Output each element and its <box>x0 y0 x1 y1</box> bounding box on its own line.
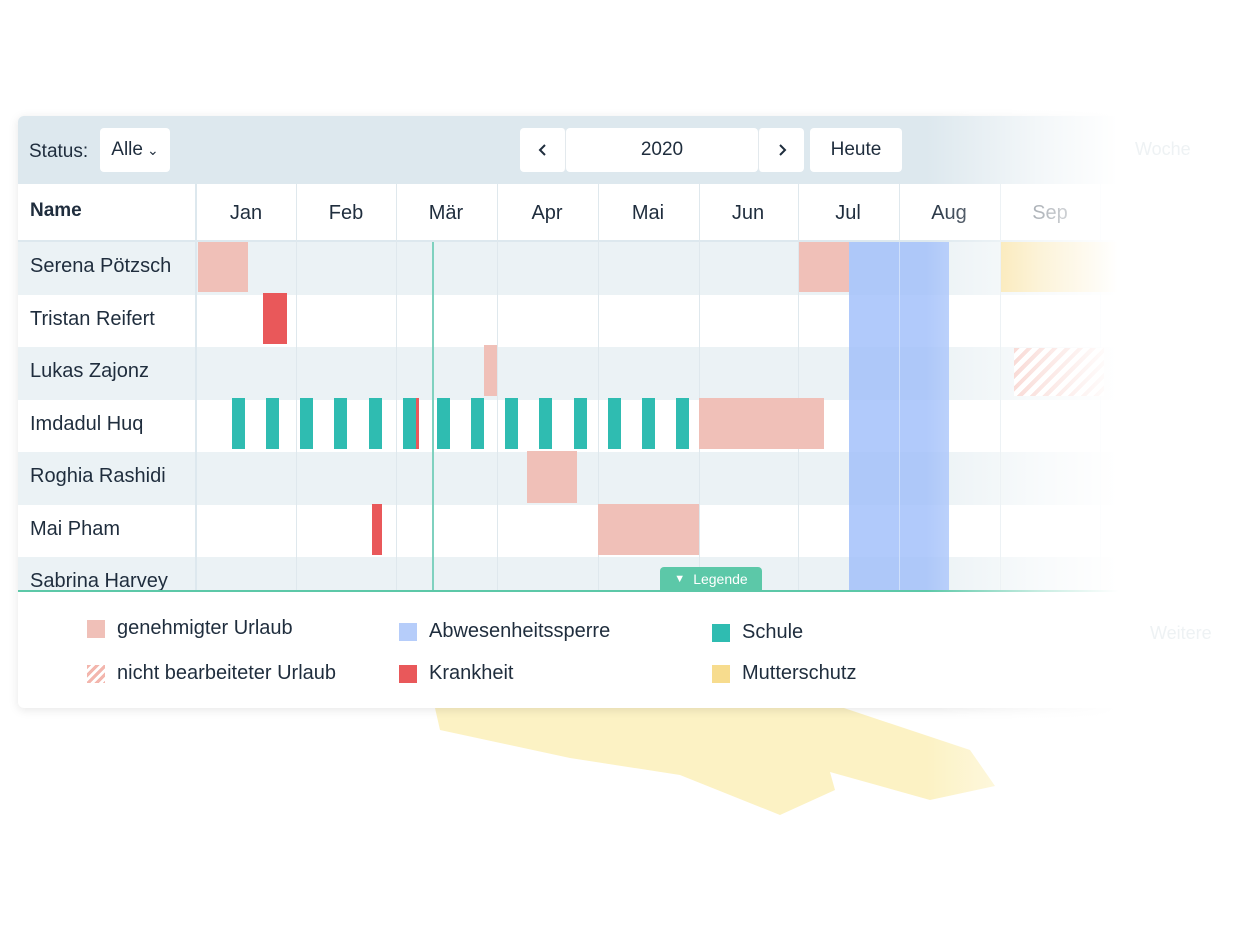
column-divider <box>798 184 799 590</box>
status-value: Alle <box>111 139 143 160</box>
next-year-button[interactable] <box>758 128 804 172</box>
legend-label: Abwesenheitssperre <box>429 620 611 642</box>
employee-name: Mai Pham <box>30 517 121 540</box>
month-oct: Okt <box>1134 202 1166 224</box>
status-label: Status: <box>29 141 89 162</box>
sick-leave-bar[interactable] <box>372 504 382 555</box>
maternity-leave-swatch <box>712 664 730 683</box>
employee-name: Lukas Zajonz <box>30 360 149 382</box>
absence-planner: Status: Alle ⌄ 2020 Heute Name Jan Feb M… <box>18 116 1246 708</box>
yellow-brush-decoration <box>435 690 995 815</box>
table-row[interactable]: Imdadul Huq <box>18 400 1246 453</box>
month-aug: Aug <box>931 202 967 224</box>
column-divider <box>598 184 599 590</box>
block-divider <box>899 242 900 590</box>
pending-leave-swatch <box>87 664 105 683</box>
school-bar[interactable] <box>676 398 689 449</box>
maternity-leave-bar[interactable] <box>1001 242 1201 292</box>
month-jul: Jul <box>835 202 861 224</box>
chevron-down-icon: ▼ <box>674 573 686 585</box>
pending-leave-bar[interactable] <box>1014 348 1104 396</box>
chevron-down-icon: ⌄ <box>146 141 159 158</box>
employee-name: Imdadul Huq <box>30 412 144 435</box>
month-feb: Feb <box>328 202 364 224</box>
table-row[interactable]: Sabrina Harvey <box>18 557 1246 590</box>
toolbar: Status: Alle ⌄ 2020 Heute <box>18 116 1246 184</box>
prev-year-button[interactable] <box>520 128 566 172</box>
sick-leave-bar[interactable] <box>263 293 287 344</box>
school-bar[interactable] <box>642 398 655 449</box>
school-bar[interactable] <box>574 398 587 449</box>
legend-item: nicht bearbeiteter Urlaub <box>87 662 336 685</box>
school-bar[interactable] <box>266 398 279 449</box>
school-bar[interactable] <box>369 398 382 449</box>
sick-leave-swatch <box>399 664 417 683</box>
month-apr: Apr <box>531 202 563 224</box>
month-jun: Jun <box>731 202 765 224</box>
today-button[interactable]: Heute <box>810 128 902 172</box>
column-divider <box>497 184 498 590</box>
school-bar[interactable] <box>403 398 416 449</box>
approved-leave-swatch <box>87 619 105 638</box>
school-bar[interactable] <box>437 398 450 449</box>
employee-name: Serena Pötzsch <box>30 255 172 277</box>
table-row[interactable]: Roghia Rashidi <box>18 452 1246 505</box>
legend-item: genehmigter Urlaub <box>87 617 293 640</box>
approved-leave-bar[interactable] <box>799 242 849 292</box>
approved-leave-bar[interactable] <box>699 398 824 449</box>
legend-label: Schule <box>742 621 804 643</box>
sick-leave-bar[interactable] <box>416 398 419 449</box>
employee-name: Roghia Rashidi <box>30 465 166 487</box>
school-bar[interactable] <box>334 398 347 449</box>
column-divider <box>396 184 397 590</box>
legend-item: Schule <box>712 621 803 644</box>
legend-label: Mutterschutz <box>742 662 857 684</box>
more-legend-link[interactable]: Weitere <box>1150 623 1212 643</box>
column-divider <box>296 184 297 590</box>
employee-name: Tristan Reifert <box>30 307 155 330</box>
legend-label: nicht bearbeiteter Urlaub <box>117 662 337 684</box>
school-bar[interactable] <box>471 398 484 449</box>
absence-block-swatch <box>399 622 417 641</box>
legend-item: Mutterschutz <box>712 662 856 685</box>
column-divider <box>195 184 197 590</box>
legend-toggle-label: Legende <box>693 571 748 587</box>
school-bar[interactable] <box>539 398 552 449</box>
employee-name: Sabrina Harvey <box>30 570 168 590</box>
school-bar[interactable] <box>232 398 245 449</box>
legend-toggle-button[interactable]: ▼ Legende <box>660 567 762 591</box>
year-display: 2020 <box>566 128 758 172</box>
today-marker <box>432 242 434 590</box>
column-divider <box>699 184 700 590</box>
month-sep: Sep <box>1032 202 1068 224</box>
legend-separator <box>18 590 1246 592</box>
name-column-header: Name <box>30 200 82 221</box>
legend-item: Krankheit <box>399 662 514 685</box>
status-select[interactable]: Alle ⌄ <box>100 128 170 172</box>
month-jan: Jan <box>229 202 263 224</box>
table-row[interactable]: Mai Pham <box>18 505 1246 558</box>
school-swatch <box>712 623 730 642</box>
approved-leave-bar[interactable] <box>198 242 248 292</box>
school-bar[interactable] <box>505 398 518 449</box>
approved-leave-bar[interactable] <box>484 345 497 396</box>
month-may: Mai <box>631 202 665 224</box>
school-bar[interactable] <box>608 398 621 449</box>
table-row[interactable]: Tristan Reifert <box>18 295 1246 348</box>
month-mar: Mär <box>428 202 464 224</box>
approved-leave-bar[interactable] <box>598 504 699 555</box>
school-bar[interactable] <box>300 398 313 449</box>
approved-leave-bar[interactable] <box>527 451 577 503</box>
legend-label: Krankheit <box>429 662 514 684</box>
legend-item: Abwesenheitssperre <box>399 620 610 643</box>
month-header-row: Name Jan Feb Mär Apr Mai Jun Jul Aug Sep… <box>18 184 1246 242</box>
legend-label: genehmigter Urlaub <box>117 617 293 639</box>
chevron-right-icon <box>778 144 786 156</box>
chevron-left-icon <box>538 144 546 156</box>
view-selector[interactable]: Woche <box>1135 139 1191 159</box>
